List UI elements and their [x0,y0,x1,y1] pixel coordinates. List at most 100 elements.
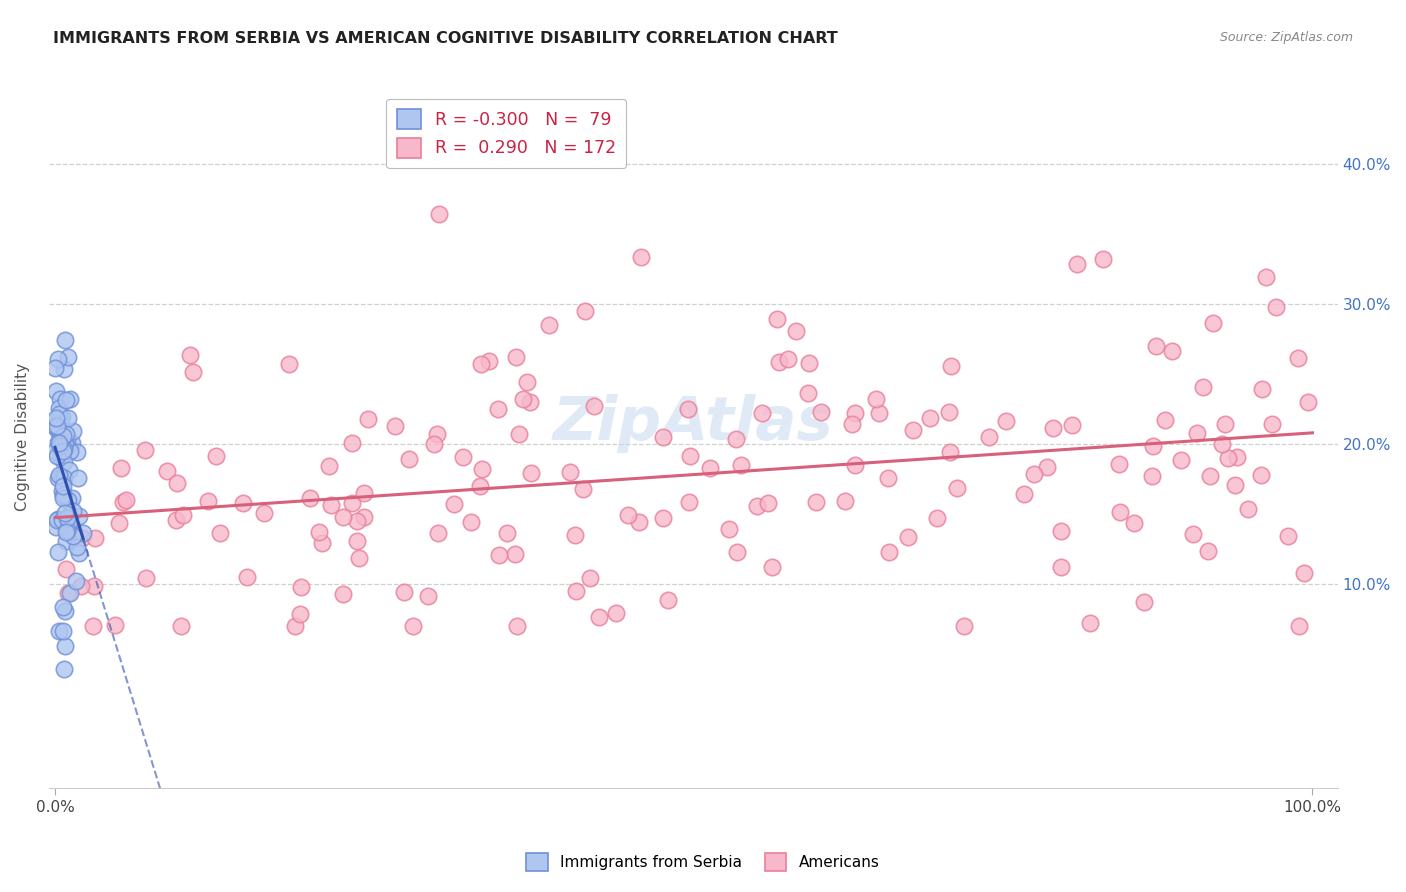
Point [1066,257,1088,271]
Point [342,436,364,450]
Point [205,449,228,463]
Point [311,536,333,550]
Point [1199,468,1222,483]
Point [59,586,82,600]
Point [725,545,748,559]
Point [58,411,80,425]
Point [56,350,79,364]
Point [470,479,492,493]
Point [1042,421,1064,435]
Point [804,495,827,509]
Point [652,430,675,444]
Point [209,526,232,541]
Point [52,436,75,450]
Point [62,424,84,438]
Point [60,517,83,532]
Point [83,531,105,545]
Y-axis label: Cognitive Disability: Cognitive Disability [15,363,30,511]
Point [751,406,773,420]
Point [1144,339,1167,353]
Point [945,481,967,495]
Point [605,606,627,620]
Point [236,569,259,583]
Point [51,513,73,527]
Point [766,312,789,326]
Point [346,514,368,528]
Point [1133,594,1156,608]
Point [939,359,962,374]
Point [652,511,675,525]
Point [478,354,501,368]
Point [232,496,254,510]
Point [423,437,446,451]
Point [1292,566,1315,580]
Point [512,392,534,406]
Point [565,583,588,598]
Point [53,436,76,450]
Point [841,417,863,432]
Point [426,427,449,442]
Point [197,494,219,508]
Point [52,600,75,615]
Point [58,515,80,529]
Point [59,392,82,406]
Point [1250,382,1272,396]
Point [51,409,73,423]
Point [115,492,138,507]
Point [488,548,510,562]
Point [357,412,380,426]
Point [346,533,368,548]
Point [51,484,73,499]
Point [877,471,900,485]
Point [55,604,77,618]
Point [58,441,80,455]
Legend: Immigrants from Serbia, Americans: Immigrants from Serbia, Americans [520,847,886,877]
Point [319,498,342,512]
Point [44,419,66,434]
Point [725,433,748,447]
Point [486,402,509,417]
Point [67,508,90,523]
Point [1286,351,1309,365]
Point [519,466,541,480]
Point [398,451,420,466]
Point [1226,450,1249,464]
Point [52,443,75,458]
Point [1277,529,1299,543]
Point [938,405,960,419]
Point [53,661,76,675]
Point [1187,425,1209,440]
Point [952,619,974,633]
Point [810,405,832,419]
Point [104,617,127,632]
Point [1108,457,1130,471]
Point [56,523,79,537]
Point [179,348,201,362]
Point [107,516,129,531]
Point [1122,516,1144,531]
Point [48,426,70,441]
Point [1022,467,1045,481]
Point [443,497,465,511]
Point [678,495,700,509]
Point [46,471,69,485]
Point [66,445,89,459]
Point [46,512,69,526]
Legend: R = -0.300   N =  79, R =  0.290   N = 172: R = -0.300 N = 79, R = 0.290 N = 172 [387,98,627,169]
Point [572,483,595,497]
Point [290,607,312,621]
Point [676,402,699,417]
Point [45,384,67,398]
Point [1197,544,1219,558]
Point [470,357,492,371]
Point [785,324,807,338]
Point [657,593,679,607]
Point [844,458,866,472]
Point [46,418,69,433]
Point [318,459,340,474]
Point [1170,452,1192,467]
Point [617,508,640,522]
Point [135,571,157,585]
Point [868,406,890,420]
Point [172,508,194,522]
